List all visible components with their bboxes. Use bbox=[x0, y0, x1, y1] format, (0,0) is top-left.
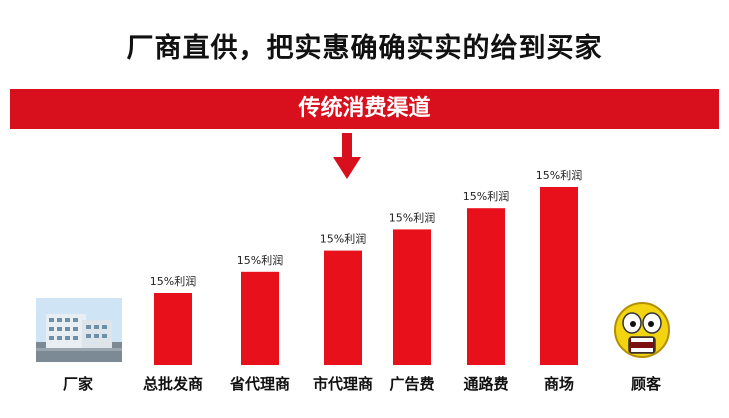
data-label-4: 15%利润 bbox=[389, 210, 435, 224]
down-arrow-icon bbox=[333, 133, 361, 179]
channel-banner: 传统消费渠道 bbox=[10, 89, 719, 129]
headline: 厂商直供，把实惠确确实实的给到买家 bbox=[126, 33, 603, 64]
category-label-2: 省代理商 bbox=[229, 375, 290, 393]
factory-building-icon bbox=[36, 298, 122, 362]
bar-5 bbox=[467, 208, 505, 365]
category-label-1: 总批发商 bbox=[143, 375, 203, 393]
data-label-6: 15%利润 bbox=[536, 168, 582, 182]
data-label-2: 15%利润 bbox=[237, 253, 283, 267]
data-label-1: 15%利润 bbox=[150, 274, 196, 288]
category-label-5: 通路费 bbox=[463, 375, 508, 393]
data-label-5: 15%利润 bbox=[463, 189, 509, 203]
shocked-face-icon bbox=[614, 302, 670, 358]
bar-4 bbox=[393, 229, 431, 365]
banner-text: 传统消费渠道 bbox=[298, 96, 431, 121]
bar-6 bbox=[540, 187, 578, 365]
category-label-3: 市代理商 bbox=[313, 375, 373, 393]
bar-3 bbox=[324, 250, 362, 365]
bar-2 bbox=[241, 271, 279, 365]
category-label-6: 商场 bbox=[544, 375, 574, 393]
category-label-4: 广告费 bbox=[389, 375, 434, 393]
data-label-3: 15%利润 bbox=[320, 232, 366, 246]
bar-1 bbox=[154, 293, 192, 365]
